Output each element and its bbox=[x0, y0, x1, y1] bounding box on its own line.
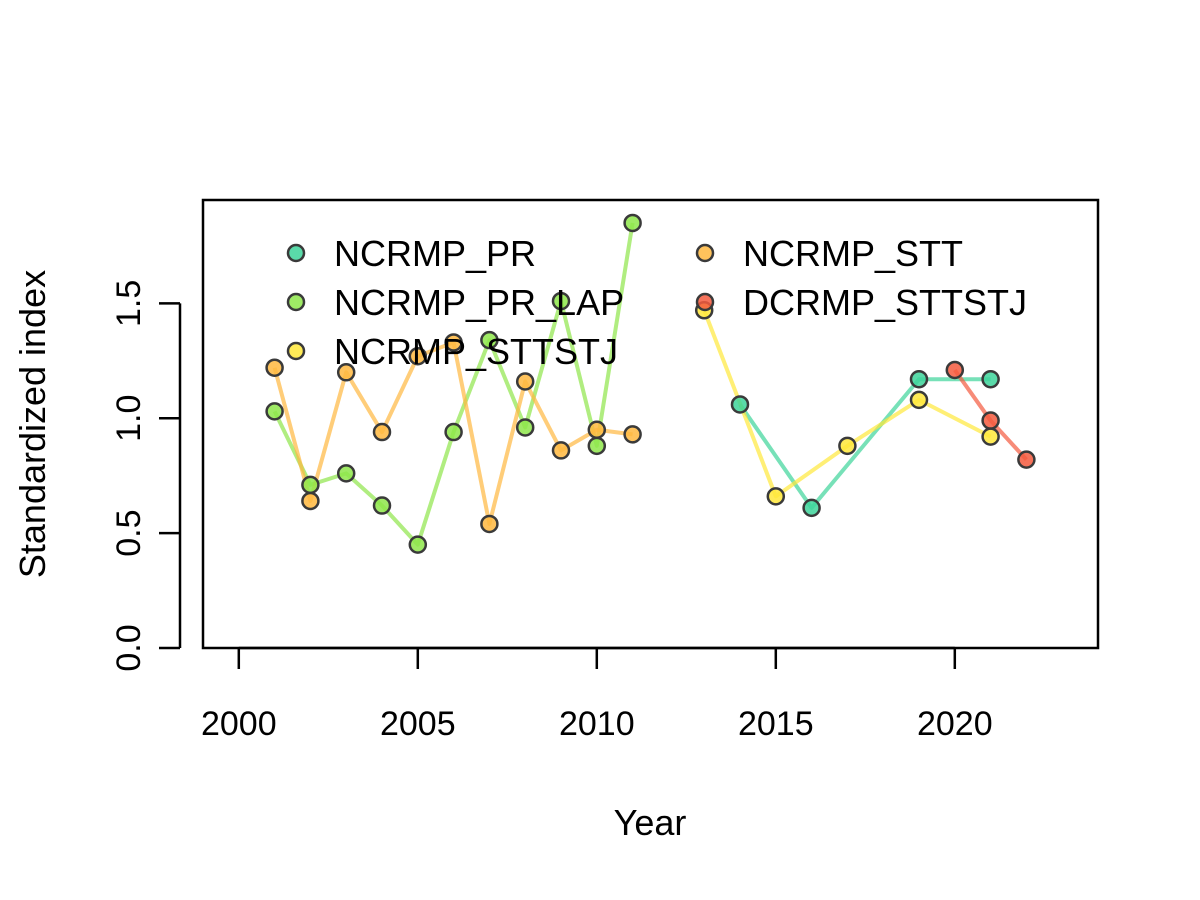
y-axis-title: Standardized index bbox=[12, 270, 53, 578]
series-point-1 bbox=[587, 436, 607, 456]
series-point-3 bbox=[372, 422, 392, 442]
legend-label: NCRMP_STTSTJ bbox=[334, 331, 618, 372]
y-axis: 0.0 0.5 1.0 1.5 bbox=[110, 280, 182, 672]
series-point-1 bbox=[408, 535, 428, 554]
series-points bbox=[265, 213, 1036, 554]
series-point-3 bbox=[301, 491, 320, 511]
legend-marker bbox=[286, 243, 306, 263]
x-tick-label: 2020 bbox=[917, 705, 993, 743]
series-point-0 bbox=[730, 395, 750, 414]
x-tick-label: 2010 bbox=[559, 705, 635, 743]
series-point-4 bbox=[1017, 450, 1036, 469]
legend-label: NCRMP_PR_LAP bbox=[334, 282, 624, 323]
series-point-3 bbox=[551, 441, 571, 460]
y-tick-label: 1.5 bbox=[110, 280, 148, 327]
series-point-2 bbox=[909, 390, 929, 410]
legend-marker bbox=[695, 243, 715, 263]
series-point-0 bbox=[909, 369, 929, 389]
y-tick-label: 0.5 bbox=[110, 509, 148, 556]
series-point-1 bbox=[551, 291, 571, 311]
legend-label: NCRMP_PR bbox=[334, 233, 536, 274]
x-axis: 2000 2005 2010 2015 2020 bbox=[201, 646, 993, 743]
y-tick-label: 1.0 bbox=[110, 395, 148, 442]
series-point-3 bbox=[444, 333, 463, 352]
x-axis-title: Year bbox=[614, 802, 687, 843]
series-point-3 bbox=[515, 372, 535, 391]
series-point-1 bbox=[515, 418, 535, 437]
series-point-4 bbox=[981, 411, 1000, 430]
series-point-1 bbox=[372, 496, 392, 515]
series-point-4 bbox=[945, 360, 965, 380]
x-tick-label: 2015 bbox=[738, 705, 814, 743]
series-point-3 bbox=[336, 363, 356, 382]
series-point-3 bbox=[623, 425, 642, 444]
series-point-3 bbox=[265, 358, 284, 377]
series-point-2 bbox=[766, 487, 786, 506]
x-tick-label: 2005 bbox=[380, 705, 456, 743]
series-point-3 bbox=[480, 514, 499, 534]
series-point-0 bbox=[802, 498, 821, 518]
series-point-2 bbox=[838, 436, 857, 456]
series-point-3 bbox=[408, 346, 428, 366]
legend-label: NCRMP_STT bbox=[743, 233, 963, 274]
legend-marker bbox=[695, 292, 715, 312]
series-point-2 bbox=[981, 427, 1000, 446]
series-point-1 bbox=[480, 330, 499, 350]
legend: NCRMP_PR NCRMP_PR_LAP NCRMP_STTSTJ NCRMP_ST… bbox=[286, 233, 1027, 372]
series-point-1 bbox=[623, 213, 642, 233]
legend-label: DCRMP_STTSTJ bbox=[743, 282, 1027, 323]
series-point-1 bbox=[265, 402, 284, 421]
series-point-0 bbox=[981, 369, 1000, 389]
series-point-3 bbox=[587, 420, 607, 439]
x-tick-label: 2000 bbox=[201, 705, 277, 743]
series-point-1 bbox=[301, 475, 320, 495]
series-point-1 bbox=[336, 464, 356, 483]
legend-marker bbox=[286, 341, 306, 361]
legend-marker bbox=[286, 292, 306, 312]
series-point-1 bbox=[444, 422, 463, 442]
y-tick-label: 0.0 bbox=[110, 624, 148, 671]
